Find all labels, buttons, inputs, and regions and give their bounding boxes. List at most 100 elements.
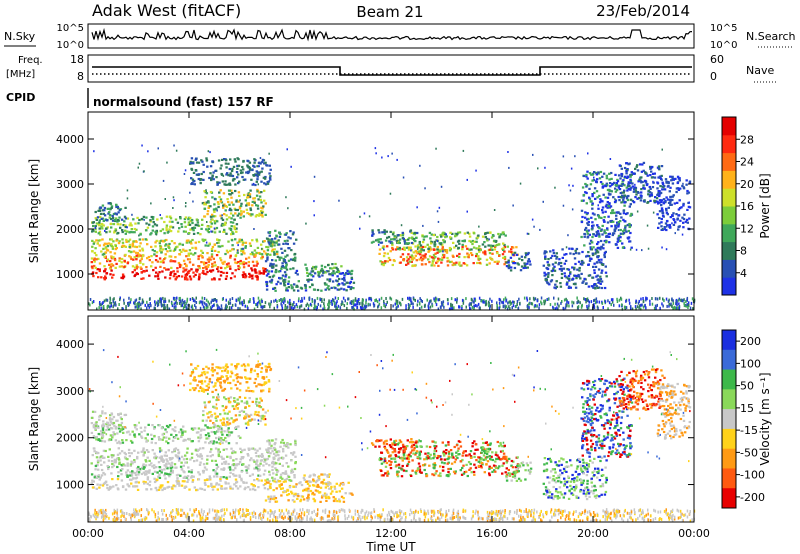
data-cell xyxy=(671,222,673,225)
data-cell xyxy=(211,265,214,268)
data-cell xyxy=(216,465,220,468)
data-cell xyxy=(555,280,558,283)
data-cell xyxy=(213,485,216,488)
data-cell xyxy=(281,299,283,303)
data-cell xyxy=(117,475,120,478)
data-cell xyxy=(129,251,133,254)
data-cell xyxy=(252,264,256,267)
data-cell xyxy=(463,232,467,235)
data-cell xyxy=(118,303,120,306)
data-cell xyxy=(609,193,612,196)
data-cell xyxy=(259,198,263,201)
data-cell xyxy=(676,201,679,204)
data-cell xyxy=(265,253,269,256)
data-cell xyxy=(671,182,675,185)
data-cell xyxy=(112,273,115,276)
data-cell xyxy=(502,256,505,259)
data-cell xyxy=(225,440,228,443)
data-cell xyxy=(574,286,578,289)
data-cell xyxy=(93,251,97,255)
data-cell xyxy=(682,221,685,224)
data-cell xyxy=(597,281,600,284)
data-cell xyxy=(502,301,505,305)
data-cell xyxy=(139,261,142,264)
data-cell xyxy=(189,228,192,231)
data-cell xyxy=(217,430,220,433)
data-cell xyxy=(675,302,677,306)
data-cell xyxy=(256,165,259,168)
data-cell xyxy=(613,303,615,307)
data-cell xyxy=(643,199,646,202)
data-cell xyxy=(210,230,212,233)
data-cell xyxy=(186,299,188,303)
data-cell xyxy=(314,299,316,303)
data-cell xyxy=(590,300,593,304)
data-cell xyxy=(177,473,180,476)
data-cell xyxy=(678,306,681,310)
data-cell xyxy=(182,464,185,467)
data-cell xyxy=(457,239,461,242)
data-cell xyxy=(98,227,101,230)
data-cell xyxy=(246,194,250,197)
data-cell xyxy=(327,285,330,288)
data-cell xyxy=(371,229,374,232)
data-cell xyxy=(419,250,423,254)
data-cell xyxy=(517,263,520,266)
data-cell xyxy=(223,461,226,464)
data-cell xyxy=(591,253,595,257)
data-cell xyxy=(247,454,250,457)
data-cell xyxy=(260,170,263,173)
data-cell xyxy=(466,210,468,213)
data-cell xyxy=(187,254,190,257)
data-cell xyxy=(233,275,236,278)
data-cell xyxy=(112,305,114,309)
data-cell xyxy=(591,235,594,239)
data-cell xyxy=(640,191,643,194)
data-cell xyxy=(211,175,214,178)
data-cell xyxy=(232,421,235,424)
data-cell xyxy=(226,251,230,254)
data-cell xyxy=(173,429,176,432)
data-cell xyxy=(666,304,668,308)
data-cell xyxy=(596,300,598,304)
data-cell xyxy=(92,258,96,261)
data-cell xyxy=(197,240,201,244)
data-cell xyxy=(132,240,135,243)
data-cell xyxy=(551,254,554,257)
data-cell xyxy=(338,288,341,291)
data-cell xyxy=(111,466,114,469)
data-cell xyxy=(502,231,505,234)
data-cell xyxy=(405,246,408,249)
data-cell xyxy=(601,211,605,214)
data-cell xyxy=(682,226,685,229)
data-cell xyxy=(103,482,107,485)
data-cell xyxy=(668,198,672,201)
data-cell xyxy=(185,273,188,277)
data-cell xyxy=(184,454,187,457)
data-cell xyxy=(669,195,672,198)
data-cell xyxy=(259,162,262,165)
data-cell xyxy=(521,259,524,262)
data-cell xyxy=(333,266,336,269)
data-cell xyxy=(416,206,418,209)
data-cell xyxy=(563,253,566,256)
data-cell xyxy=(263,459,267,462)
data-cell xyxy=(155,229,158,232)
data-cell xyxy=(584,211,587,214)
data-cell xyxy=(337,297,339,300)
data-cell xyxy=(409,246,412,249)
data-cell xyxy=(421,245,425,249)
data-cell xyxy=(170,271,173,274)
data-cell xyxy=(272,456,275,459)
data-cell xyxy=(473,297,476,301)
data-cell xyxy=(253,484,256,488)
data-cell xyxy=(229,471,232,474)
data-cell xyxy=(119,296,121,300)
nsky-tick-high: 10^5 xyxy=(57,23,84,34)
data-cell xyxy=(246,165,250,168)
data-cell xyxy=(392,259,396,262)
data-cell xyxy=(108,216,111,219)
data-cell xyxy=(587,274,591,277)
data-cell xyxy=(228,203,231,206)
data-cell xyxy=(126,217,130,220)
